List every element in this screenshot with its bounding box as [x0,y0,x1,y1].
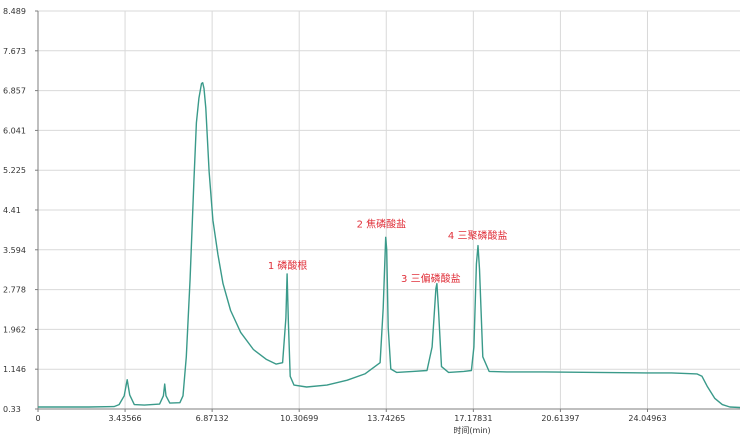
peak-label: 4 三聚磷酸盐 [448,229,508,242]
peak-annotations: 1 磷酸根 2 焦磷酸盐 3 三偏磷酸盐 4 三聚磷酸盐 [268,218,508,286]
y-tick-label: 1.962 [3,325,26,334]
y-tick-label: 0.33 [3,405,21,414]
grid [38,10,740,409]
x-axis-label: 时间(min) [453,425,490,435]
y-tick-label: 8.489 [3,7,26,16]
y-tick-label: 5.225 [3,166,26,175]
x-tick-label: 13.74265 [367,414,405,423]
series-line [38,81,741,409]
y-tick-label: 3.594 [3,246,26,255]
y-tick-label: 4.41 [3,206,21,215]
y-tick-label: 7.673 [3,47,26,56]
y-tick-label: 1.146 [3,365,26,374]
x-tick-label: 17.17831 [454,414,492,423]
x-tick-label: 0 [35,414,40,423]
x-tick-label: 20.61397 [541,414,579,423]
y-tick-label: 2.778 [3,286,26,295]
x-tick-label: 6.87132 [196,414,229,423]
peak-label: 3 三偏磷酸盐 [401,272,461,285]
y-tick-label: 6.041 [3,126,26,135]
y-tick-label: 6.857 [3,87,26,96]
x-tick-label: 3.43566 [109,414,142,423]
axes [35,10,740,412]
peak-label: 1 磷酸根 [268,259,308,272]
y-tick-labels: 0.33 1.146 1.962 2.778 3.594 4.41 5.225 6.041 6.… [3,7,26,414]
x-tick-label: 10.30699 [280,414,318,423]
peak-label: 2 焦磷酸盐 [357,218,407,231]
x-tick-label: 24.04963 [628,414,666,423]
x-tick-labels: 0 3.43566 6.87132 10.30699 13.74265 17.17831 2… [35,414,666,423]
series [38,81,741,409]
